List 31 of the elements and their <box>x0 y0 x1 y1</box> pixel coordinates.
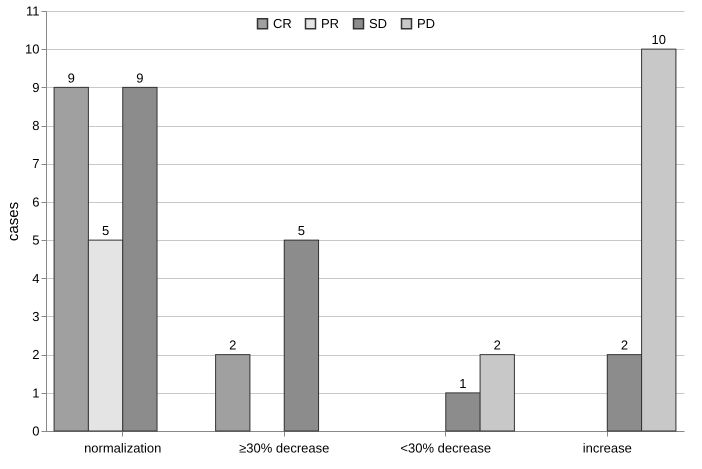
data-label: 2 <box>620 338 628 353</box>
y-tick-label: 7 <box>32 156 40 172</box>
data-label: 10 <box>652 32 666 48</box>
x-tick-label: increase <box>582 440 632 456</box>
x-tick-label: ≥30% decrease <box>239 440 330 456</box>
data-label: 2 <box>494 338 501 353</box>
legend-label: PR <box>321 16 340 31</box>
y-tick-label: 8 <box>32 118 40 134</box>
y-tick-label: 11 <box>26 4 40 18</box>
y-tick-label: 1 <box>32 385 40 400</box>
y-tick-label: 9 <box>32 80 40 95</box>
data-label: 9 <box>136 70 144 86</box>
data-label: 5 <box>102 223 110 238</box>
legend-label: CR <box>273 16 292 31</box>
y-tick-label: 3 <box>32 308 40 324</box>
data-label: 5 <box>298 223 306 238</box>
bar <box>215 354 250 432</box>
y-tick-label: 0 <box>32 424 40 438</box>
y-tick-label: 6 <box>32 194 40 210</box>
y-tick-label: 4 <box>32 270 40 286</box>
data-label: 9 <box>68 70 75 86</box>
y-tick-label: 5 <box>32 232 40 248</box>
y-tick-label: 10 <box>25 42 40 57</box>
y-axis-title: cases <box>5 202 22 242</box>
y-tick-label: 2 <box>32 347 40 362</box>
data-label: 1 <box>459 376 467 391</box>
x-tick-label: <30% decrease <box>400 440 492 456</box>
data-label: 2 <box>229 338 236 353</box>
x-tick-label: normalization <box>84 440 162 456</box>
legend-label: SD <box>369 16 388 31</box>
legend-label: PD <box>417 16 436 31</box>
